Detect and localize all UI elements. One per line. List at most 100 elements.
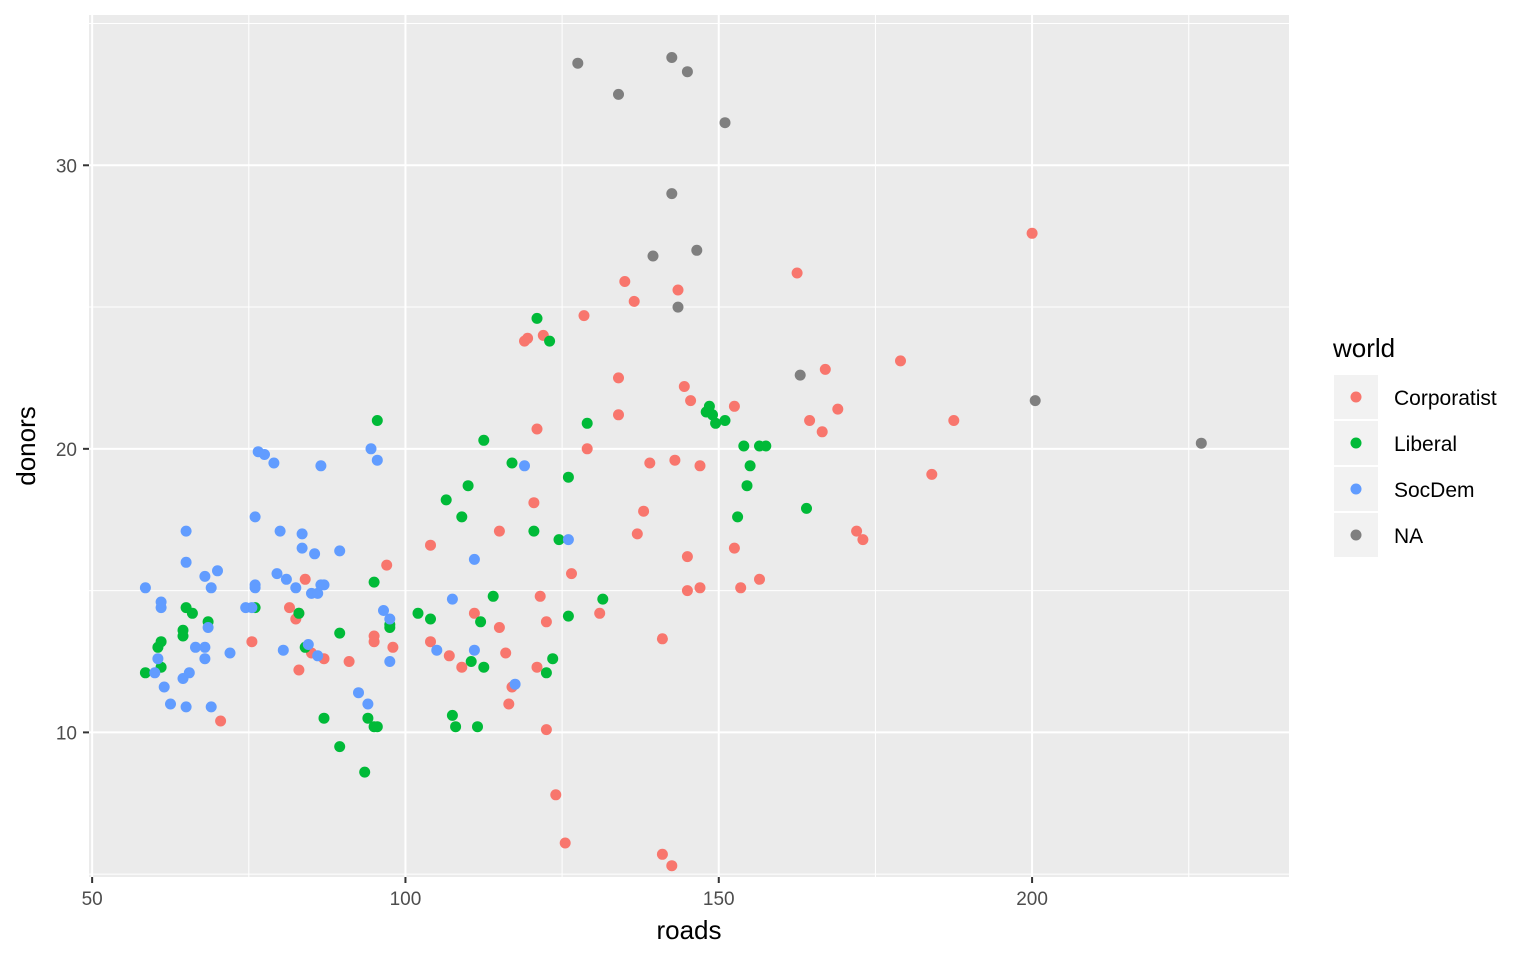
data-point [531, 661, 543, 673]
data-point [760, 440, 772, 452]
data-point [205, 582, 217, 594]
data-point [180, 701, 192, 713]
data-point [309, 548, 321, 560]
data-point [259, 449, 270, 460]
data-point [378, 605, 389, 616]
data-point [1029, 395, 1041, 407]
data-point [754, 573, 765, 585]
data-point [493, 622, 505, 633]
legend-swatch [1350, 391, 1362, 403]
data-point [249, 579, 261, 591]
data-point [334, 627, 346, 639]
data-point [343, 656, 355, 667]
data-point [719, 415, 731, 426]
data-point [186, 607, 198, 619]
data-point [566, 568, 577, 580]
data-point [155, 636, 167, 648]
data-point [500, 647, 512, 659]
data-point [180, 525, 192, 537]
panel-background [89, 15, 1289, 877]
data-point [215, 715, 227, 727]
data-point [139, 667, 151, 679]
data-point [638, 505, 650, 517]
data-point [190, 641, 201, 653]
data-point [519, 460, 530, 472]
data-point [443, 650, 455, 662]
data-point [534, 590, 546, 602]
data-point [666, 52, 678, 63]
data-point [728, 542, 740, 554]
data-point [165, 698, 176, 710]
data-point [562, 610, 574, 622]
data-point [528, 497, 540, 509]
data-point [562, 534, 574, 546]
data-point [446, 593, 458, 605]
data-point [312, 587, 324, 599]
data-point [794, 369, 806, 381]
data-point [531, 312, 543, 324]
y-axis-title: donors [11, 406, 41, 486]
data-point [205, 701, 217, 713]
data-point [290, 582, 302, 594]
data-point [456, 511, 468, 523]
data-point [368, 630, 380, 642]
data-point [559, 837, 571, 849]
data-point [493, 525, 505, 537]
data-point [462, 480, 474, 492]
data-point [628, 295, 640, 307]
data-point [149, 667, 161, 679]
data-point [691, 244, 703, 256]
y-axis: 10 20 30 [56, 156, 89, 744]
data-point [656, 848, 668, 860]
data-point [544, 335, 556, 347]
data-point [318, 712, 330, 724]
data-point [681, 551, 693, 563]
data-point [703, 400, 715, 412]
data-point [506, 457, 518, 469]
data-point [531, 423, 543, 435]
legend-label: Liberal [1394, 433, 1457, 456]
data-point [384, 613, 396, 625]
data-point [180, 556, 192, 568]
data-point [199, 653, 211, 665]
data-point [139, 582, 151, 594]
data-point [365, 443, 377, 455]
data-point [656, 633, 668, 645]
data-point [719, 117, 731, 129]
data-point [741, 480, 753, 492]
legend: world Corporatist Liberal SocDem NA [1332, 333, 1497, 557]
data-point [249, 511, 261, 523]
data-point [851, 525, 863, 537]
data-point [644, 457, 656, 469]
data-point [371, 721, 383, 733]
data-point [277, 644, 289, 656]
data-point [581, 417, 593, 429]
data-point [271, 568, 283, 580]
x-tick-label: 50 [82, 889, 103, 910]
data-point [456, 661, 468, 673]
data-point [293, 607, 305, 619]
data-point [669, 454, 681, 466]
data-point [613, 409, 624, 421]
data-point [425, 613, 436, 625]
data-point [487, 590, 499, 602]
x-axis: 50 100 150 200 [82, 877, 1048, 910]
data-point [359, 766, 371, 778]
legend-swatch [1350, 437, 1362, 449]
data-point [274, 525, 286, 537]
data-point [302, 639, 314, 650]
data-point [212, 565, 223, 577]
data-point [681, 585, 693, 597]
data-point [594, 607, 606, 619]
data-point [578, 310, 590, 322]
data-point [522, 332, 534, 344]
data-point [296, 542, 308, 554]
data-point [224, 647, 236, 659]
data-point [681, 66, 693, 78]
x-tick-label: 100 [390, 889, 422, 910]
data-point [440, 494, 452, 506]
data-point [832, 403, 844, 415]
data-point [296, 528, 308, 540]
data-point [613, 88, 624, 100]
data-point [581, 443, 593, 455]
